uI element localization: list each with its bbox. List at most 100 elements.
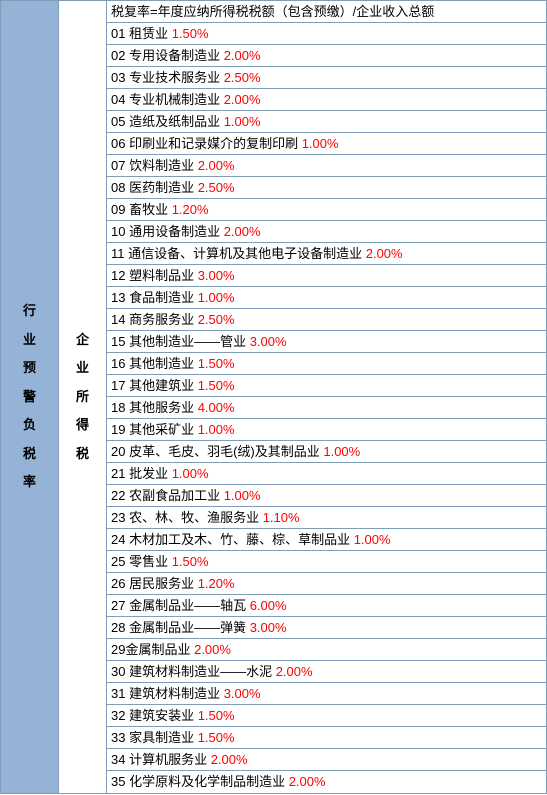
industry-name: 金属制品业——轴瓦 xyxy=(129,598,250,613)
table-row: 30 建筑材料制造业——水泥 2.00% xyxy=(106,661,546,683)
industry-name: 印刷业和记录媒介的复制印刷 xyxy=(129,136,302,151)
table-row: 34 计算机服务业 2.00% xyxy=(106,749,546,771)
table-row: 14 商务服务业 2.50% xyxy=(106,309,546,331)
category-label: 行业预警负税率 xyxy=(23,297,36,497)
table-row: 33 家具制造业 1.50% xyxy=(106,727,546,749)
tax-rate: 3.00% xyxy=(250,620,287,635)
tax-rate: 2.50% xyxy=(198,180,235,195)
tax-type-column: 企业所得税 xyxy=(58,0,106,794)
table-row: 32 建筑安装业 1.50% xyxy=(106,705,546,727)
industry-name: 农副食品加工业 xyxy=(129,488,224,503)
row-number: 16 xyxy=(111,356,129,371)
industry-name: 居民服务业 xyxy=(129,576,198,591)
row-number: 01 xyxy=(111,26,129,41)
row-number: 10 xyxy=(111,224,129,239)
tax-rate: 1.20% xyxy=(198,576,235,591)
table-row: 04 专业机械制造业 2.00% xyxy=(106,89,546,111)
table-row: 16 其他制造业 1.50% xyxy=(106,353,546,375)
table-row: 21 批发业 1.00% xyxy=(106,463,546,485)
table-row: 11 通信设备、计算机及其他电子设备制造业 2.00% xyxy=(106,243,546,265)
row-number: 24 xyxy=(111,532,129,547)
industry-name: 专业机械制造业 xyxy=(129,92,224,107)
row-number: 26 xyxy=(111,576,129,591)
row-number: 19 xyxy=(111,422,129,437)
row-number: 08 xyxy=(111,180,129,195)
tax-rate: 1.00% xyxy=(302,136,339,151)
tax-rate: 1.00% xyxy=(354,532,391,547)
industry-name: 其他建筑业 xyxy=(129,378,198,393)
industry-name: 建筑材料制造业——水泥 xyxy=(129,664,276,679)
table-row: 17 其他建筑业 1.50% xyxy=(106,375,546,397)
table-row: 22 农副食品加工业 1.00% xyxy=(106,485,546,507)
tax-rate: 2.00% xyxy=(194,642,231,657)
tax-rate: 1.50% xyxy=(198,730,235,745)
industry-name: 建筑安装业 xyxy=(129,708,198,723)
tax-rate: 2.00% xyxy=(366,246,403,261)
industry-name: 租赁业 xyxy=(129,26,172,41)
table-row: 03 专业技术服务业 2.50% xyxy=(106,67,546,89)
tax-rate: 3.00% xyxy=(250,334,287,349)
row-number: 31 xyxy=(111,686,129,701)
industry-name: 农、林、牧、渔服务业 xyxy=(129,510,263,525)
tax-type-label: 企业所得税 xyxy=(76,326,89,469)
table-row: 06 印刷业和记录媒介的复制印刷 1.00% xyxy=(106,133,546,155)
tax-rate: 1.00% xyxy=(198,422,235,437)
table-row: 01 租赁业 1.50% xyxy=(106,23,546,45)
industry-name: 计算机服务业 xyxy=(129,752,211,767)
row-number: 04 xyxy=(111,92,129,107)
table-row: 10 通用设备制造业 2.00% xyxy=(106,221,546,243)
table-row: 26 居民服务业 1.20% xyxy=(106,573,546,595)
tax-rate: 2.00% xyxy=(289,774,326,789)
row-number: 21 xyxy=(111,466,129,481)
table-row: 07 饮料制造业 2.00% xyxy=(106,155,546,177)
row-number: 25 xyxy=(111,554,129,569)
industry-name: 通信设备、计算机及其他电子设备制造业 xyxy=(128,246,366,261)
table-row: 02 专用设备制造业 2.00% xyxy=(106,45,546,67)
industry-name: 金属制品业——弹簧 xyxy=(129,620,250,635)
row-number: 06 xyxy=(111,136,129,151)
tax-rate: 1.10% xyxy=(263,510,300,525)
tax-rate: 1.50% xyxy=(172,26,209,41)
header-row: 税复率=年度应纳所得税税额（包含预缴）/企业收入总额 xyxy=(106,1,546,23)
tax-rate: 6.00% xyxy=(250,598,287,613)
row-number: 18 xyxy=(111,400,129,415)
row-number: 02 xyxy=(111,48,129,63)
row-number: 27 xyxy=(111,598,129,613)
table-row: 31 建筑材料制造业 3.00% xyxy=(106,683,546,705)
tax-rate: 2.00% xyxy=(211,752,248,767)
table-row: 09 畜牧业 1.20% xyxy=(106,199,546,221)
industry-name: 家具制造业 xyxy=(129,730,198,745)
row-number: 30 xyxy=(111,664,129,679)
row-number: 32 xyxy=(111,708,129,723)
tax-rate: 1.00% xyxy=(323,444,360,459)
data-column: 税复率=年度应纳所得税税额（包含预缴）/企业收入总额 01 租赁业 1.50%0… xyxy=(106,0,547,794)
table-row: 12 塑料制品业 3.00% xyxy=(106,265,546,287)
industry-name: 专业技术服务业 xyxy=(129,70,224,85)
industry-name: 其他制造业 xyxy=(129,356,198,371)
table-row: 05 造纸及纸制品业 1.00% xyxy=(106,111,546,133)
table-row: 24 木材加工及木、竹、藤、棕、草制品业 1.00% xyxy=(106,529,546,551)
tax-rate: 1.50% xyxy=(198,708,235,723)
row-number: 07 xyxy=(111,158,129,173)
industry-name: 金属制品业 xyxy=(125,642,194,657)
table-row: 19 其他采矿业 1.00% xyxy=(106,419,546,441)
tax-rate: 2.00% xyxy=(224,224,261,239)
industry-name: 木材加工及木、竹、藤、棕、草制品业 xyxy=(129,532,354,547)
row-number: 29 xyxy=(111,642,125,657)
row-number: 05 xyxy=(111,114,129,129)
row-number: 28 xyxy=(111,620,129,635)
industry-name: 食品制造业 xyxy=(129,290,198,305)
tax-rate: 1.00% xyxy=(198,290,235,305)
tax-rate: 2.00% xyxy=(198,158,235,173)
table-row: 23 农、林、牧、渔服务业 1.10% xyxy=(106,507,546,529)
row-number: 22 xyxy=(111,488,129,503)
industry-name: 化学原料及化学制品制造业 xyxy=(129,774,289,789)
row-number: 03 xyxy=(111,70,129,85)
tax-rate: 3.00% xyxy=(198,268,235,283)
row-number: 35 xyxy=(111,774,129,789)
industry-name: 皮革、毛皮、羽毛(绒)及其制品业 xyxy=(129,444,323,459)
industry-name: 塑料制品业 xyxy=(129,268,198,283)
table-row: 18 其他服务业 4.00% xyxy=(106,397,546,419)
row-number: 09 xyxy=(111,202,129,217)
table-row: 35 化学原料及化学制品制造业 2.00% xyxy=(106,771,546,793)
